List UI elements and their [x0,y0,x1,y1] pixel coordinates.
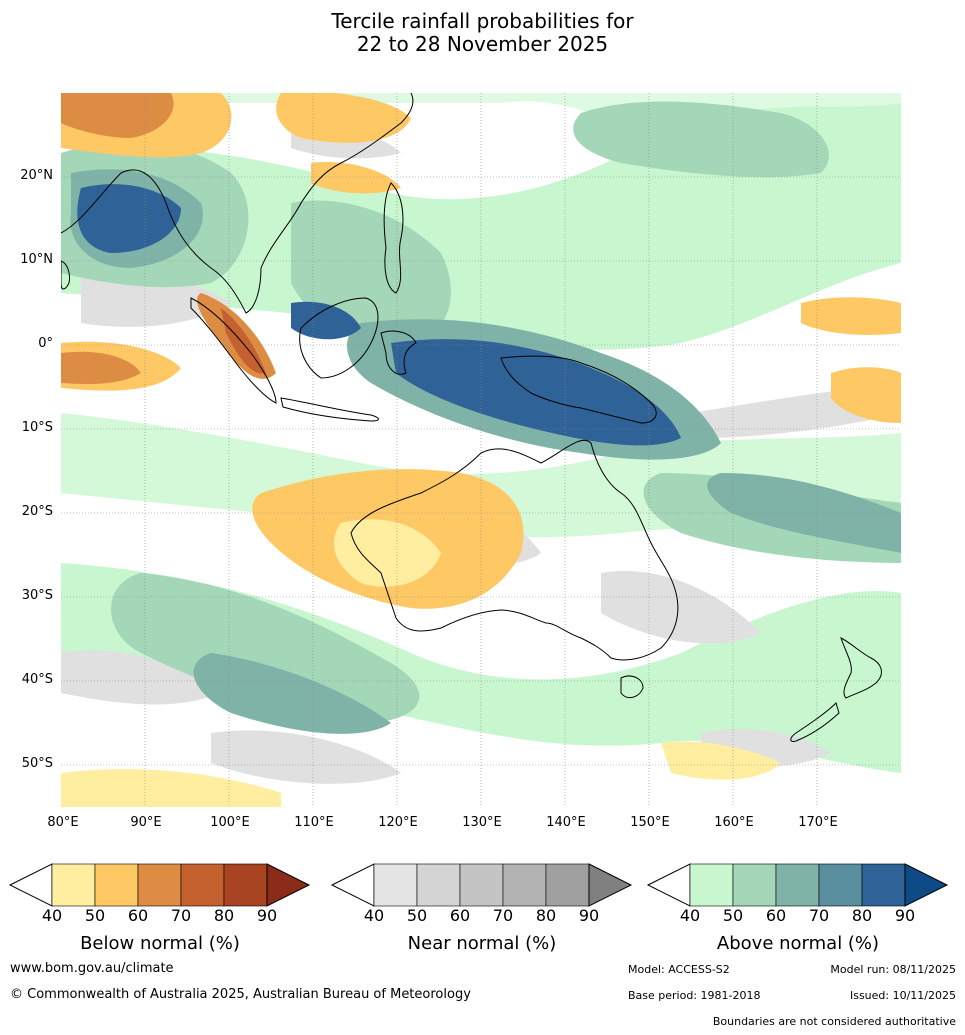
map-canvas [61,93,901,807]
issued-text: Issued: 10/11/2025 [849,989,956,1002]
mainland-asia-coastline [61,93,414,314]
lon-label-160e: 160°E [714,815,754,830]
above-swatch-70 [818,863,863,907]
near-tick-90: 90 [578,906,600,925]
above-tick-50: 50 [722,906,744,925]
below-swatch-50 [94,863,139,907]
borneo-coastline [299,297,379,379]
coastlines [61,93,882,742]
below-tick-40: 40 [41,906,63,925]
lat-label-40s: 40°S [21,672,53,687]
new-guinea-coastline [500,355,657,424]
above-swatch-80 [861,863,906,907]
lon-label-130e: 130°E [462,815,502,830]
above-swatch-90 [904,863,949,907]
below-swatch-90 [266,863,311,907]
lon-label-120e: 120°E [378,815,418,830]
model-text: Model: ACCESS-S2 [628,963,730,976]
near-normal-label: Near normal (%) [407,933,557,954]
lon-label-110e: 110°E [294,815,334,830]
near-swatch-50 [416,863,461,907]
above-tick-40: 40 [679,906,701,925]
lat-label-10n: 10°N [20,252,53,267]
lon-label-150e: 150°E [630,815,670,830]
above-tick-90: 90 [894,906,916,925]
below-tick-60: 60 [127,906,149,925]
below-normal-regions [61,93,901,807]
above-swatch-40 [689,863,734,907]
near-swatch-40 [373,863,418,907]
above-normal-label: Above normal (%) [716,933,880,954]
rainfall-probability-map [61,93,901,807]
below-tick-70: 70 [170,906,192,925]
lat-label-10s: 10°S [21,420,53,435]
below-swatch-70 [180,863,225,907]
copyright-text: © Commonwealth of Australia 2025, Austra… [10,987,471,1002]
above-normal-colorbar [646,863,949,907]
graticule [61,93,901,807]
above-swatch-50 [732,863,777,907]
near-swatch-80 [545,863,590,907]
near-tick-60: 60 [449,906,471,925]
lon-label-100e: 100°E [210,815,250,830]
base-period-text: Base period: 1981-2018 [628,989,761,1002]
near-tick-50: 50 [406,906,428,925]
sumatra-coastline [190,297,277,404]
lon-label-170e: 170°E [798,815,838,830]
map-title: Tercile rainfall probabilities for 22 to… [0,10,965,56]
near-swatch-60 [459,863,504,907]
below-normal-label: Below normal (%) [80,933,240,954]
below-tick-90: 90 [256,906,278,925]
java-coastline [280,397,379,422]
sulawesi-coastline [380,330,417,375]
below-tick-80: 80 [213,906,235,925]
near-tick-40: 40 [363,906,385,925]
above-swatch-60 [775,863,820,907]
disclaimer-text: Boundaries are not considered authoritat… [712,1015,956,1028]
australia-coastline [350,439,679,661]
title-line-2: 22 to 28 November 2025 [356,32,609,56]
above-normal-80-regions [77,184,681,446]
website-link[interactable]: www.bom.gov.au/climate [10,961,174,976]
lat-label-50s: 50°S [21,756,53,771]
model-run-text: Model run: 08/11/2025 [830,963,956,976]
lat-label-20n: 20°N [20,168,53,183]
lon-label-140e: 140°E [546,815,586,830]
above-tick-80: 80 [851,906,873,925]
near-tick-80: 80 [535,906,557,925]
above-tick-60: 60 [765,906,787,925]
below-swatch-60 [137,863,182,907]
below-swatch-80 [223,863,268,907]
below-swatch-40 [51,863,96,907]
below-normal-colorbar [8,863,311,907]
above-tick-70: 70 [808,906,830,925]
new-zealand-north-coastline [840,637,882,699]
sri-lanka-coastline [61,260,70,290]
near-normal-colorbar [330,863,633,907]
lat-label-0: 0° [38,336,53,351]
below-tick-50: 50 [84,906,106,925]
near-tick-70: 70 [492,906,514,925]
lon-label-90e: 90°E [130,815,162,830]
near-swatch-90 [588,863,633,907]
near-swatch-70 [502,863,547,907]
title-line-1: Tercile rainfall probabilities for [331,9,634,33]
lat-label-30s: 30°S [21,588,53,603]
philippines-coastline [383,182,404,294]
lat-label-20s: 20°S [21,504,53,519]
new-zealand-south-coastline [790,702,840,742]
lon-label-80e: 80°E [47,815,79,830]
tasmania-coastline [620,675,644,699]
